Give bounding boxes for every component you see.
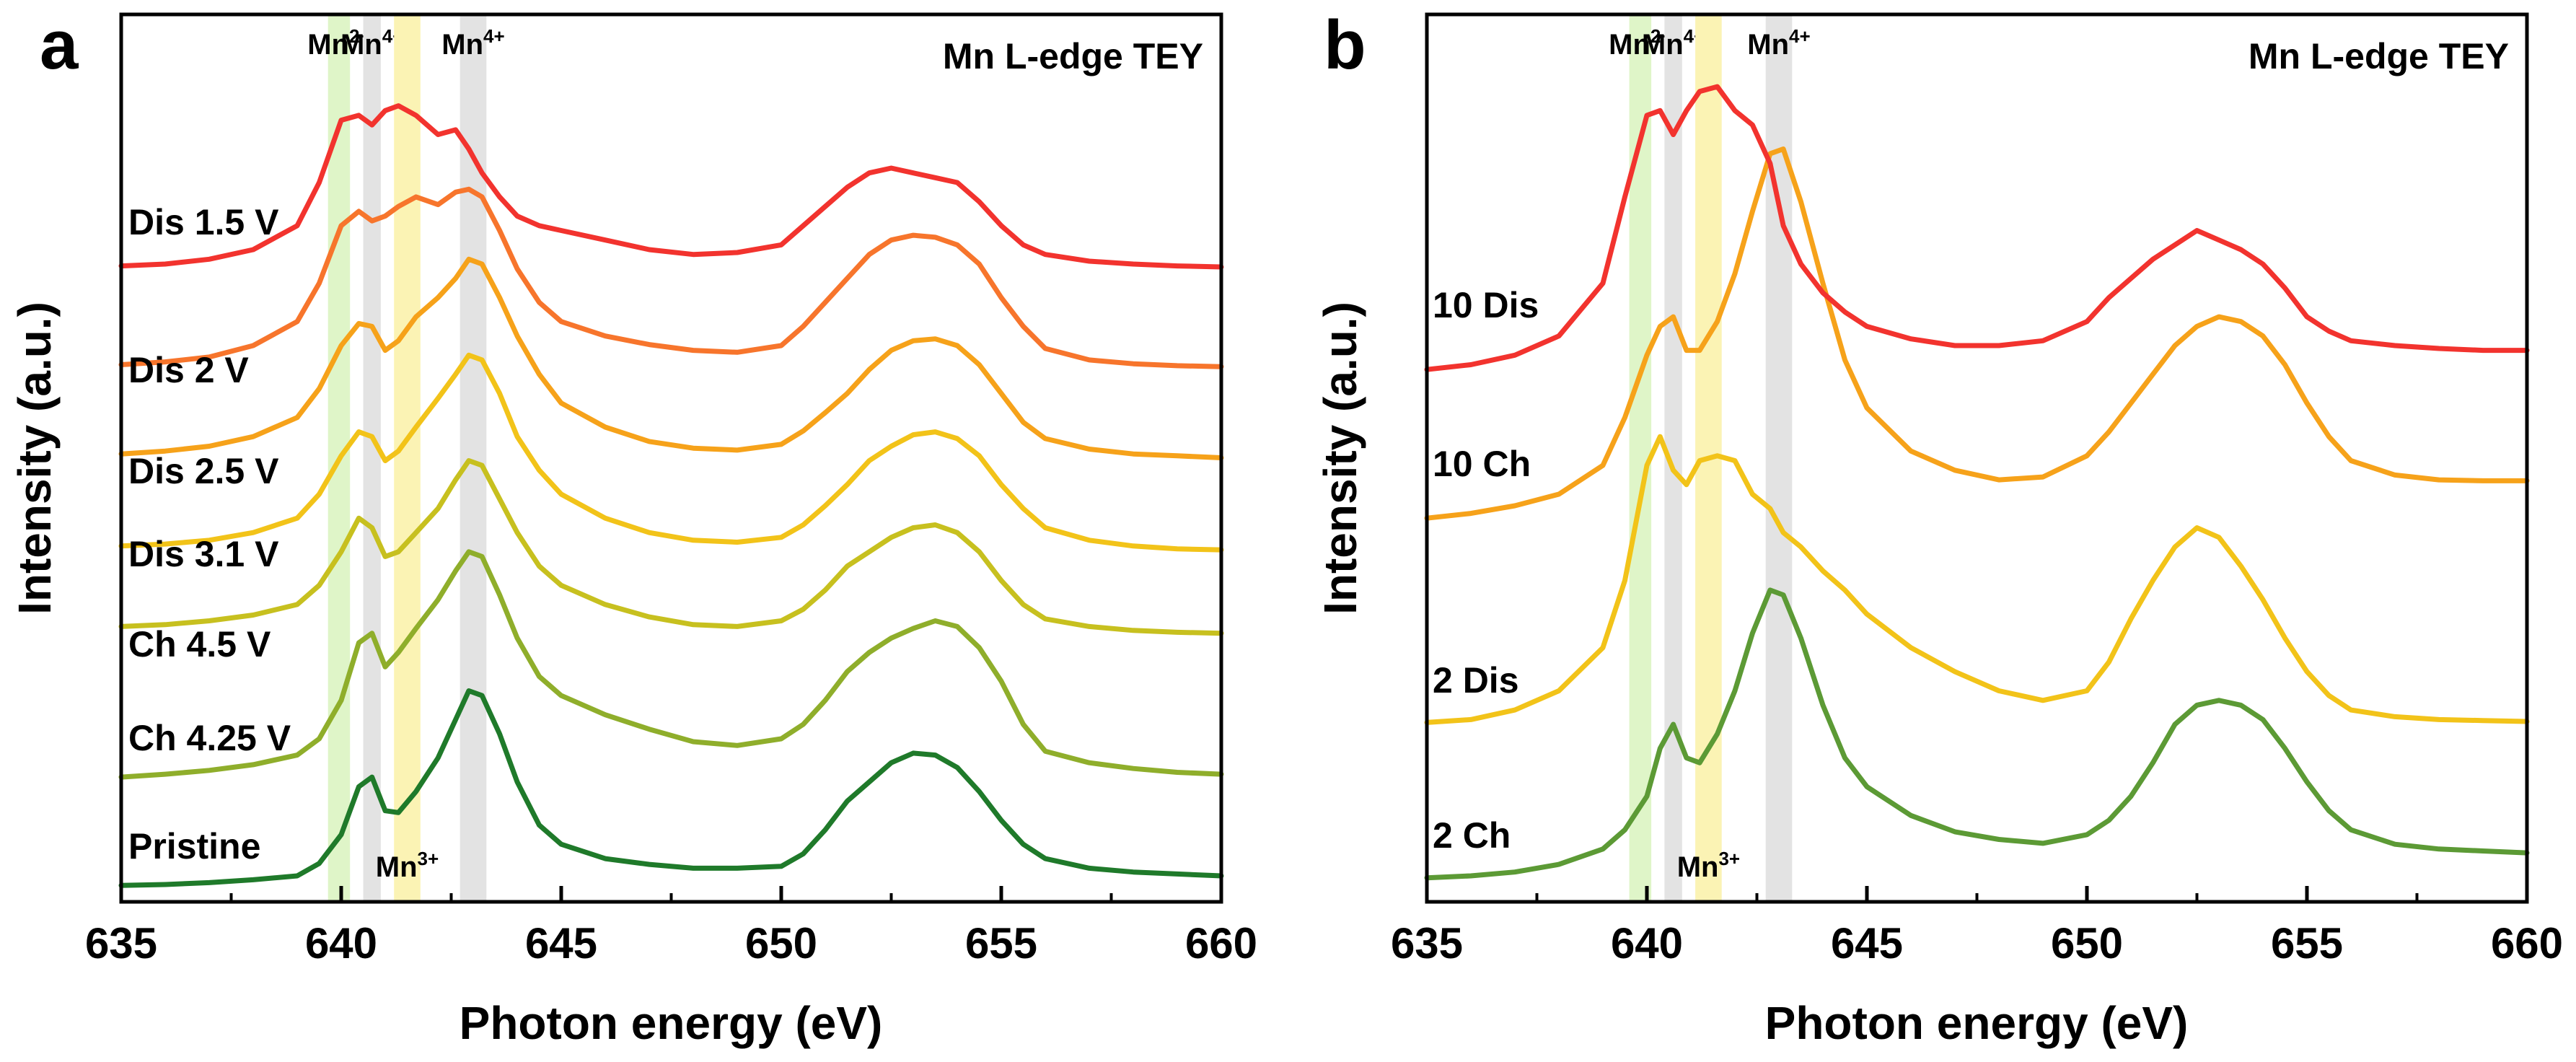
- series-line: [118, 688, 1224, 888]
- series-line: [118, 103, 1224, 270]
- series-line: [1424, 434, 2530, 725]
- x-tick-label: 645: [1831, 919, 1903, 967]
- x-tick-label: 645: [525, 919, 597, 967]
- y-axis-title-a: Intensity (a.u.): [9, 302, 61, 615]
- trace-label: Dis 3.1 V: [128, 534, 279, 574]
- trace-label: Pristine: [128, 826, 260, 866]
- ticks-b: 635 640 645 650 655 660: [1391, 886, 2563, 967]
- x-tick-label: 660: [2491, 919, 2563, 967]
- x-tick-label: 635: [85, 919, 157, 967]
- band-2: [363, 16, 381, 900]
- series-line: [118, 256, 1224, 460]
- trace-label: 10 Ch: [1433, 444, 1531, 484]
- panel-b: Mn2+Mn4+Mn3+Mn4+ 635 640 645 650 655 660 b Mn…: [1314, 6, 2563, 1049]
- trace-labels-a: Dis 1.5 V Dis 2 V Dis 2.5 V Dis 3.1 V Ch…: [128, 202, 291, 866]
- x-tick-label: 655: [965, 919, 1037, 967]
- trace-label: 10 Dis: [1433, 285, 1539, 325]
- series-line: [1424, 84, 2530, 372]
- bands-a: Mn2+Mn4+Mn3+Mn4+: [307, 16, 505, 900]
- series-line: [118, 458, 1224, 636]
- plot-frame-b: [1425, 12, 2529, 904]
- trace-label: Ch 4.5 V: [128, 624, 271, 664]
- x-tick-label: 640: [305, 919, 377, 967]
- trace-label: 2 Ch: [1433, 815, 1511, 856]
- x-axis-title-b: Photon energy (eV): [1765, 997, 2189, 1049]
- x-tick-label: 660: [1185, 919, 1257, 967]
- band-4: [460, 16, 487, 900]
- x-tick-label: 640: [1611, 919, 1683, 967]
- y-axis-title-b: Intensity (a.u.): [1314, 302, 1366, 615]
- panel-a: Mn2+Mn4+Mn3+Mn4+ 635 640 645 650 655 660 a Mn…: [9, 6, 1257, 1049]
- x-tick-label: 650: [745, 919, 817, 967]
- series-line: [118, 352, 1224, 553]
- x-axis-title-a: Photon energy (eV): [460, 997, 883, 1049]
- panel-letter-a: a: [40, 6, 79, 84]
- band-label: Mn3+: [376, 848, 439, 883]
- panel-letter-b: b: [1324, 6, 1366, 84]
- trace-label: Dis 2 V: [128, 350, 249, 390]
- trace-label: Ch 4.25 V: [128, 718, 291, 758]
- series-line: [1424, 146, 2530, 521]
- traces-b: [1424, 84, 2530, 881]
- trace-labels-b: 10 Dis 10 Ch 2 Dis 2 Ch: [1433, 285, 1539, 856]
- ticks-a: 635 640 645 650 655 660: [85, 886, 1257, 967]
- traces-a: [118, 103, 1224, 888]
- band-label: Mn4+: [441, 25, 504, 61]
- x-tick-label: 635: [1391, 919, 1463, 967]
- trace-label: 2 Dis: [1433, 660, 1519, 701]
- band-3: [394, 16, 421, 900]
- panel-header-a: Mn L-edge TEY: [943, 36, 1203, 76]
- series-line: [118, 549, 1224, 780]
- plot-frame-a: [119, 12, 1223, 904]
- band-label: Mn4+: [1747, 25, 1810, 61]
- series-line: [118, 186, 1224, 369]
- trace-label: Dis 2.5 V: [128, 451, 279, 491]
- panel-header-b: Mn L-edge TEY: [2248, 36, 2509, 76]
- x-tick-label: 655: [2271, 919, 2343, 967]
- trace-label: Dis 1.5 V: [128, 202, 279, 242]
- x-tick-label: 650: [2051, 919, 2123, 967]
- series-line: [1424, 587, 2530, 881]
- bands-b: Mn2+Mn4+Mn3+Mn4+: [1609, 16, 1811, 900]
- band-label: Mn3+: [1677, 848, 1740, 883]
